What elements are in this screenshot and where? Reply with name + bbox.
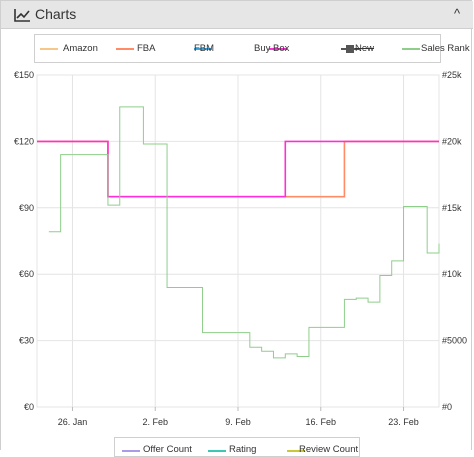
legend-item-amazon[interactable]: Amazon: [35, 35, 440, 62]
legend-label: Amazon: [63, 43, 98, 54]
series-line-sales-rank: [48, 106, 440, 359]
y-tick-label-left: €60: [19, 269, 34, 279]
legend-item-new[interactable]: New: [35, 35, 440, 62]
x-tick-label: 23. Feb: [388, 417, 419, 427]
y-tick-label-right: #0: [442, 402, 452, 412]
legend-item-buy-box[interactable]: Buy Box: [35, 35, 440, 62]
legend-label: FBM: [194, 43, 215, 54]
panel-header[interactable]: Charts ^: [1, 1, 473, 29]
legend-item-fbm[interactable]: FBM: [35, 35, 440, 62]
legend-item-fba[interactable]: FBA: [35, 35, 440, 62]
y-tick-label-left: €30: [19, 336, 34, 346]
legend-label: Sales Rank: [421, 43, 470, 54]
chart-legend-secondary: Offer Count Rating Review Count: [114, 437, 360, 457]
x-tick-label: 26. Jan: [58, 417, 88, 427]
y-tick-label-left: €0: [24, 402, 34, 412]
panel-title: Charts: [35, 6, 77, 22]
y-tick-label-right: #15k: [442, 203, 462, 213]
y-tick-label-right: #20k: [442, 136, 462, 146]
legend-swatch: [341, 45, 359, 53]
legend-swatch: [194, 48, 212, 50]
y-tick-label-right: #25k: [442, 70, 462, 80]
x-tick-label: 9. Feb: [225, 417, 251, 427]
chart-legend: Amazon FBA FBM Buy Box New Sales Rank: [34, 34, 470, 63]
chevron-up-icon[interactable]: ^: [453, 6, 461, 21]
legend-label: FBA: [137, 43, 156, 54]
legend-label: Buy Box: [254, 43, 290, 54]
y-tick-label-left: €90: [19, 203, 34, 213]
y-tick-label-right: #5000: [442, 336, 467, 346]
line-chart-icon: [14, 9, 30, 22]
legend-swatch: [40, 48, 58, 50]
chart-plot: €0 €30 €60 €90 €120 €150 #0 #5000 #10k #15k #20k #2…: [14, 70, 467, 427]
legend-item-review-count[interactable]: Review Count: [115, 438, 359, 456]
legend-swatch: [269, 48, 287, 50]
legend-label: New: [355, 43, 375, 54]
x-tick-label: 16. Feb: [305, 417, 336, 427]
y-tick-label-left: €150: [14, 70, 34, 80]
y-tick-label-right: #10k: [442, 269, 462, 279]
legend-item-sales-rank[interactable]: Sales Rank: [35, 35, 470, 62]
legend-marker: [346, 45, 354, 53]
x-tick-label: 2. Feb: [142, 417, 168, 427]
series-line-buy-box: [37, 140, 439, 198]
legend-swatch: [116, 48, 134, 50]
y-tick-label-left: €120: [14, 136, 34, 146]
legend-swatch: [402, 48, 420, 50]
